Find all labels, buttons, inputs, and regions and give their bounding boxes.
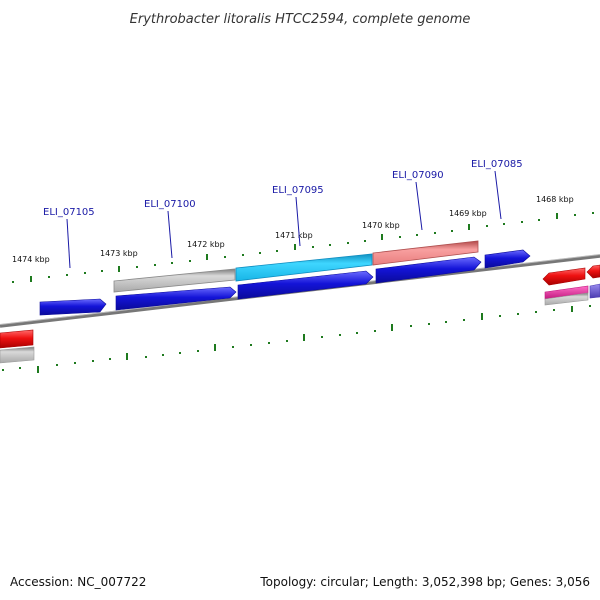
leader-line-eli-07090 <box>415 181 423 231</box>
forward-gene-arrow[interactable] <box>39 298 107 316</box>
gene-label-eli-07085[interactable]: ELI_07085 <box>471 159 523 170</box>
gene-label-group-07105[interactable]: ELI_07105 <box>43 207 95 269</box>
scale-label-1471: 1471 kbp <box>275 231 313 240</box>
leader-line-eli-07085 <box>494 170 502 220</box>
gene-feature-purple[interactable] <box>589 283 600 299</box>
reverse-gene-left[interactable] <box>0 329 34 349</box>
gene-feature-eli-07095[interactable] <box>235 253 373 282</box>
scale-label-1469: 1469 kbp <box>449 209 487 218</box>
scale-label-1468: 1468 kbp <box>536 195 574 204</box>
gene-feature-eli-07090[interactable] <box>372 240 479 266</box>
scale-label-1470: 1470 kbp <box>362 221 400 230</box>
genome-title: Erythrobacter litoralis HTCC2594, comple… <box>130 12 471 27</box>
gene-feature-grey[interactable] <box>544 292 589 306</box>
leader-line-eli-07105 <box>66 218 71 269</box>
gene-label-group-07085[interactable]: ELI_07085 <box>471 159 523 220</box>
forward-gene-arrow[interactable] <box>237 270 374 300</box>
gene-feature-eli-07100[interactable] <box>113 268 236 293</box>
gene-label-eli-07100[interactable]: ELI_07100 <box>144 199 196 210</box>
forward-gene-arrow[interactable] <box>375 256 482 284</box>
gene-label-eli-07105[interactable]: ELI_07105 <box>43 207 95 218</box>
gene-feature-grey-left[interactable] <box>0 346 35 364</box>
reverse-gene-arrow[interactable] <box>586 264 600 279</box>
gene-label-eli-07090[interactable]: ELI_07090 <box>392 170 444 181</box>
gene-label-group-07100[interactable]: ELI_07100 <box>144 199 196 259</box>
scale-label-1473: 1473 kbp <box>100 249 138 258</box>
outer-scale-ticks <box>12 212 594 283</box>
genome-summary-text: Topology: circular; Length: 3,052,398 bp… <box>259 575 590 589</box>
gene-label-eli-07095[interactable]: ELI_07095 <box>272 185 324 196</box>
scale-label-1474: 1474 kbp <box>12 255 50 264</box>
forward-gene-arrow[interactable] <box>115 286 237 311</box>
reverse-gene-arrow[interactable] <box>542 267 586 286</box>
leader-line-eli-07095 <box>295 196 301 247</box>
scale-label-1472: 1472 kbp <box>187 240 225 249</box>
leader-line-eli-07100 <box>167 210 173 259</box>
forward-gene-arrow[interactable] <box>484 249 531 269</box>
gene-label-group-07095[interactable]: ELI_07095 <box>272 185 324 247</box>
accession-text: Accession: NC_007722 <box>10 575 146 589</box>
inner-scale-ticks <box>2 305 591 373</box>
gene-label-group-07090[interactable]: ELI_07090 <box>392 170 444 231</box>
